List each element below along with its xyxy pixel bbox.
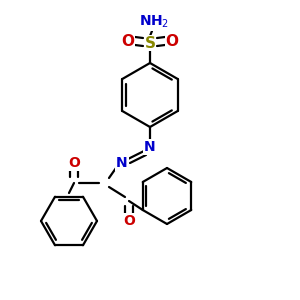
Text: O: O <box>122 34 134 50</box>
Text: N: N <box>144 140 156 154</box>
Text: S: S <box>145 35 155 50</box>
Text: NH$_2$: NH$_2$ <box>139 14 169 30</box>
Text: O: O <box>68 156 80 170</box>
Text: O: O <box>166 34 178 50</box>
Text: O: O <box>123 214 135 228</box>
Text: N: N <box>116 156 128 170</box>
